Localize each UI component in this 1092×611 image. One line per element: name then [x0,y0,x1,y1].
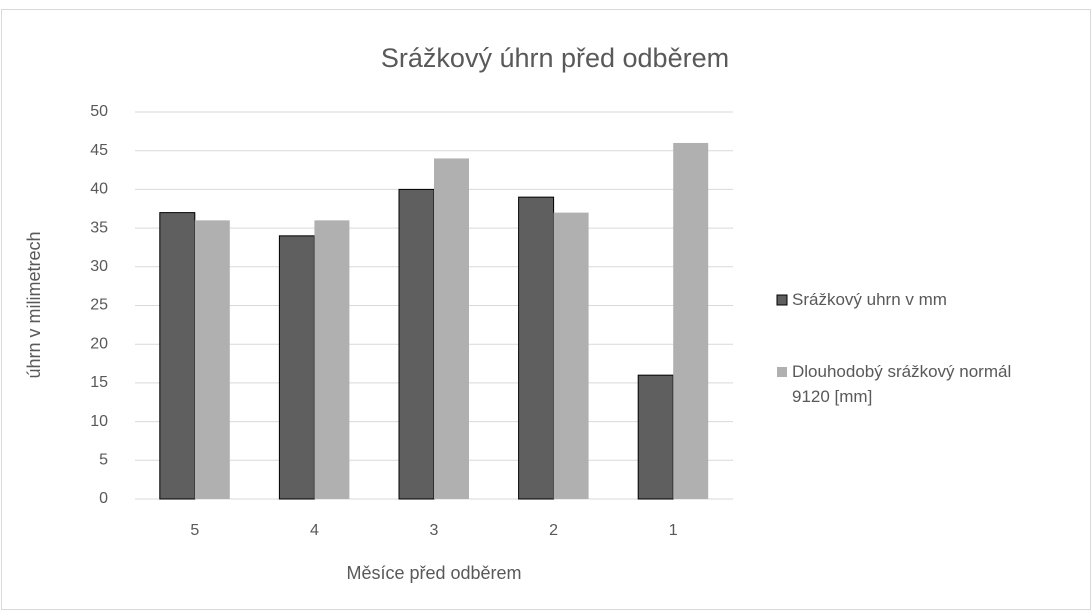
bar [553,212,589,499]
legend-label: Dlouhodobý srážkový normál 9120 [mm] [792,362,1012,406]
x-tick-label: 4 [310,522,319,539]
y-tick-label: 45 [90,142,108,159]
x-tick-label: 2 [549,522,558,539]
y-tick-label: 15 [90,374,108,391]
bar [159,212,196,500]
y-tick-label: 30 [90,258,108,275]
legend-swatch [776,294,788,306]
y-tick-label: 25 [90,297,108,314]
legend-label: Srážkový uhrn v mm [792,290,947,309]
x-tick-label: 5 [190,522,199,539]
bar [434,158,469,499]
x-tick-label: 3 [430,522,439,539]
y-tick-label: 0 [99,490,108,507]
y-tick-label: 35 [90,219,108,236]
bar [194,220,230,500]
y-axis-label: úhrn v milimetrech [24,231,44,378]
y-tick-label: 20 [90,335,108,352]
x-axis-label: Měsíce před odběrem [346,563,521,583]
y-tick-label: 5 [99,452,108,469]
bar [673,142,709,499]
y-tick-label: 40 [90,181,108,198]
y-tick-label: 50 [90,103,108,120]
bar [314,220,350,500]
bar [518,196,555,500]
bar [398,188,435,500]
x-tick-label: 1 [669,522,678,539]
y-tick-label: 10 [90,413,108,430]
bar [278,235,315,500]
legend-swatch [777,367,787,377]
chart-title: Srážkový úhrn před odběrem [381,43,729,73]
bar [637,374,674,500]
